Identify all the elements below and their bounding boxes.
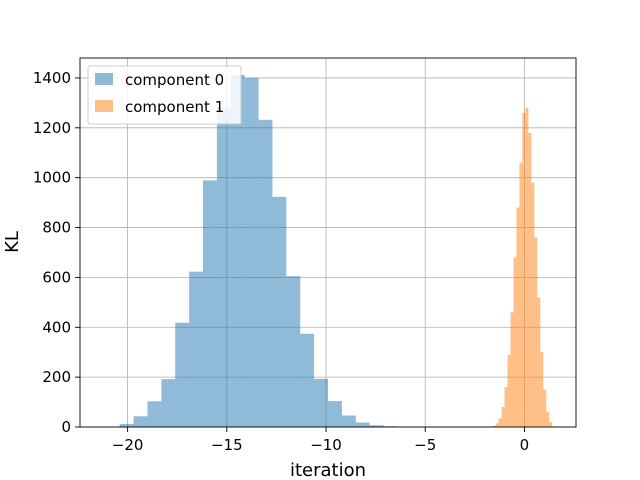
histogram-bar [549, 422, 553, 427]
y-tick-label: 600 [42, 268, 71, 286]
x-tick-label: −5 [414, 436, 436, 454]
histogram-bar [495, 423, 499, 427]
histogram-bar [528, 132, 532, 427]
histogram-bar [498, 418, 502, 427]
histogram-bar [147, 401, 162, 427]
histogram-bar [501, 407, 505, 427]
histogram-bar [175, 322, 190, 427]
plot-frame [79, 57, 577, 428]
legend-swatch-component-0 [95, 73, 113, 85]
y-tick-label: 400 [42, 318, 71, 336]
histogram-bar [189, 271, 204, 427]
histogram-bar [328, 401, 342, 427]
histogram-bar [300, 333, 315, 427]
histogram-bar [314, 378, 328, 427]
histogram-bar [244, 77, 259, 427]
histogram-bar [534, 237, 538, 427]
x-tick-label: −15 [211, 436, 243, 454]
y-tick-label: 1400 [33, 69, 71, 87]
y-tick-label: 200 [42, 368, 71, 386]
histogram-bar [216, 107, 231, 428]
histogram-bar [537, 297, 541, 427]
legend-box [87, 65, 242, 125]
series-component-0 [119, 74, 398, 428]
histogram-bar [543, 389, 547, 427]
histogram-bar [341, 415, 356, 427]
histogram-bar [286, 276, 301, 427]
histogram-bar [369, 425, 384, 427]
histogram-bar [133, 416, 148, 427]
y-axis-label: KL [2, 231, 23, 253]
series-component-1 [492, 107, 553, 427]
histogram-bars [119, 74, 553, 428]
x-tick-label: −10 [310, 436, 342, 454]
y-tick-label: 1000 [33, 169, 71, 187]
legend: component 0 component 1 [87, 65, 242, 125]
histogram-bar [510, 312, 514, 427]
y-tick-label: 1200 [33, 119, 71, 137]
histogram-bar [516, 207, 520, 427]
y-axis-ticks: 0 200 400 600 800 1000 1200 1400 [33, 69, 80, 436]
x-axis-label: iteration [290, 460, 366, 480]
histogram-bar [522, 112, 526, 427]
histogram-bar [230, 74, 245, 428]
x-tick-label: 0 [520, 436, 530, 454]
histogram-bar [203, 180, 217, 427]
histogram-bar [531, 182, 535, 427]
histogram-bar [272, 196, 287, 427]
histogram-bar [525, 107, 529, 427]
y-tick-label: 800 [42, 219, 71, 237]
histogram-bar [355, 422, 370, 427]
histogram-bar [513, 257, 517, 427]
histogram-bar [519, 162, 523, 427]
histogram-bar [258, 119, 273, 428]
histogram-bar [540, 352, 544, 427]
legend-label-component-0: component 0 [125, 71, 224, 89]
histogram-bar [119, 424, 134, 427]
legend-swatch-component-1 [95, 100, 113, 112]
legend-label-component-1: component 1 [125, 98, 224, 116]
y-tick-label: 0 [61, 418, 71, 436]
histogram-bar [504, 387, 508, 427]
histogram-bar [492, 425, 496, 427]
histogram-bar [546, 412, 550, 427]
x-tick-label: −20 [112, 436, 144, 454]
histogram-bar [161, 379, 176, 427]
x-axis-ticks: −20 −15 −10 −5 0 [112, 427, 529, 454]
histogram-bar [507, 354, 511, 427]
